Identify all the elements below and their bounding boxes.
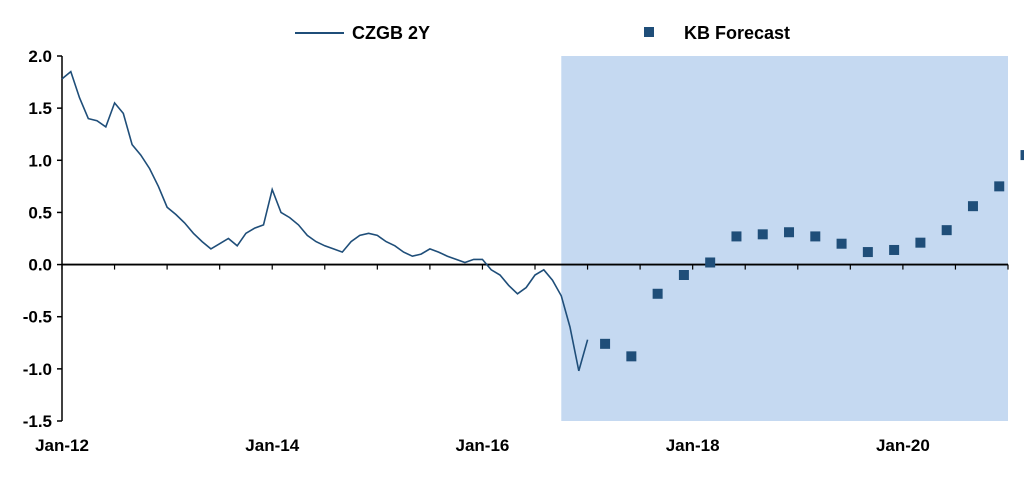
y-tick-label: 1.5 [28, 99, 52, 118]
forecast-point [941, 225, 952, 236]
legend-label-kb-forecast: KB Forecast [684, 23, 790, 43]
legend: CZGB 2Y KB Forecast [295, 23, 790, 43]
forecast-point [967, 201, 978, 212]
y-tick-label: -0.5 [23, 308, 52, 327]
forecast-point [915, 237, 926, 248]
forecast-point [889, 244, 900, 255]
y-tick-label: -1.5 [23, 412, 52, 431]
x-tick-label: Jan-12 [35, 436, 89, 455]
forecast-point [626, 351, 637, 362]
forecast-point [731, 231, 742, 242]
forecast-point [757, 229, 768, 240]
y-tick-label: 0.0 [28, 256, 52, 275]
forecast-point [784, 227, 795, 238]
y-tick-label: 0.5 [28, 203, 52, 222]
forecast-point [810, 231, 821, 242]
forecast-point [994, 181, 1005, 192]
x-tick-label: Jan-18 [666, 436, 720, 455]
y-ticks: 2.0 1.5 1.0 0.5 0.0 -0.5 -1.0 -1.5 [23, 47, 62, 431]
y-tick-label: -1.0 [23, 360, 52, 379]
forecast-point [678, 270, 689, 280]
forecast-point [600, 338, 611, 349]
forecast-point [862, 247, 873, 258]
x-tick-label: Jan-20 [876, 436, 930, 455]
x-tick-label: Jan-16 [456, 436, 510, 455]
series-scatter-kb-forecast [600, 150, 1024, 362]
series-line-czgb-2y [61, 70, 589, 372]
forecast-point [1020, 150, 1024, 161]
legend-label-czgb-2y: CZGB 2Y [352, 23, 430, 43]
y-tick-label: 2.0 [28, 47, 52, 66]
forecast-point [705, 257, 716, 268]
x-tick-label: Jan-14 [245, 436, 299, 455]
y-tick-label: 1.0 [28, 151, 52, 170]
forecast-region [561, 56, 1008, 421]
forecast-point [652, 288, 663, 299]
forecast-point [836, 238, 847, 249]
legend-square-swatch [644, 27, 654, 37]
x-ticks: Jan-12 Jan-14 Jan-16 Jan-18 Jan-20 [35, 264, 1009, 455]
